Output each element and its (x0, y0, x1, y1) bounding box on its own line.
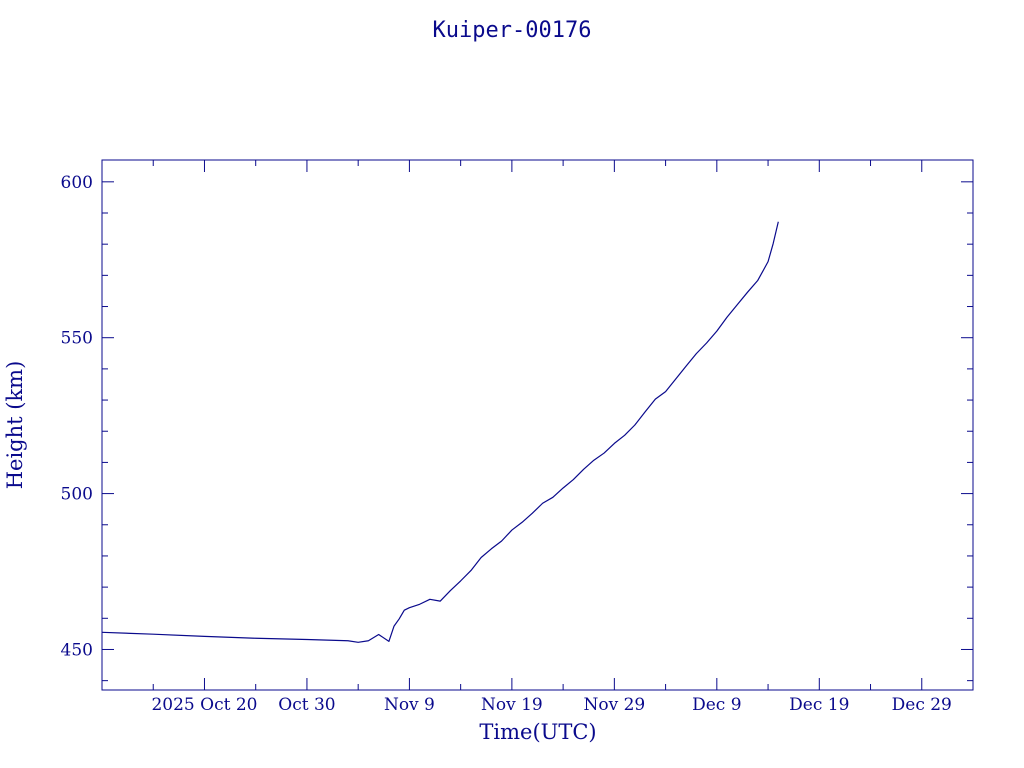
y-tick-label: 600 (61, 173, 93, 193)
tick-labels: 2025 Oct 20 Oct 30 Nov 9 Nov 19 Nov 29 Dec 9 D… (61, 173, 952, 715)
y-axis-label: Height (km) (3, 361, 27, 490)
tick-marks (102, 160, 974, 690)
plot-frame (101, 159, 974, 691)
y-tick-label: 450 (61, 640, 93, 660)
x-tick-label: Nov 19 (481, 695, 543, 715)
chart-title: Kuiper-00176 (433, 18, 592, 43)
x-tick-label: 2025 Oct 20 (151, 695, 257, 715)
x-tick-label: Dec 9 (692, 695, 741, 715)
x-axis-label: Time(UTC) (479, 720, 596, 744)
series-line-height (101, 221, 779, 643)
x-tick-label: Nov 29 (583, 695, 645, 715)
x-tick-label: Nov 9 (384, 695, 435, 715)
y-tick-label: 500 (61, 485, 93, 505)
x-tick-label: Dec 19 (789, 695, 849, 715)
y-tick-label: 550 (61, 329, 93, 349)
x-tick-label: Dec 29 (892, 695, 952, 715)
x-tick-label: Oct 30 (278, 695, 335, 715)
